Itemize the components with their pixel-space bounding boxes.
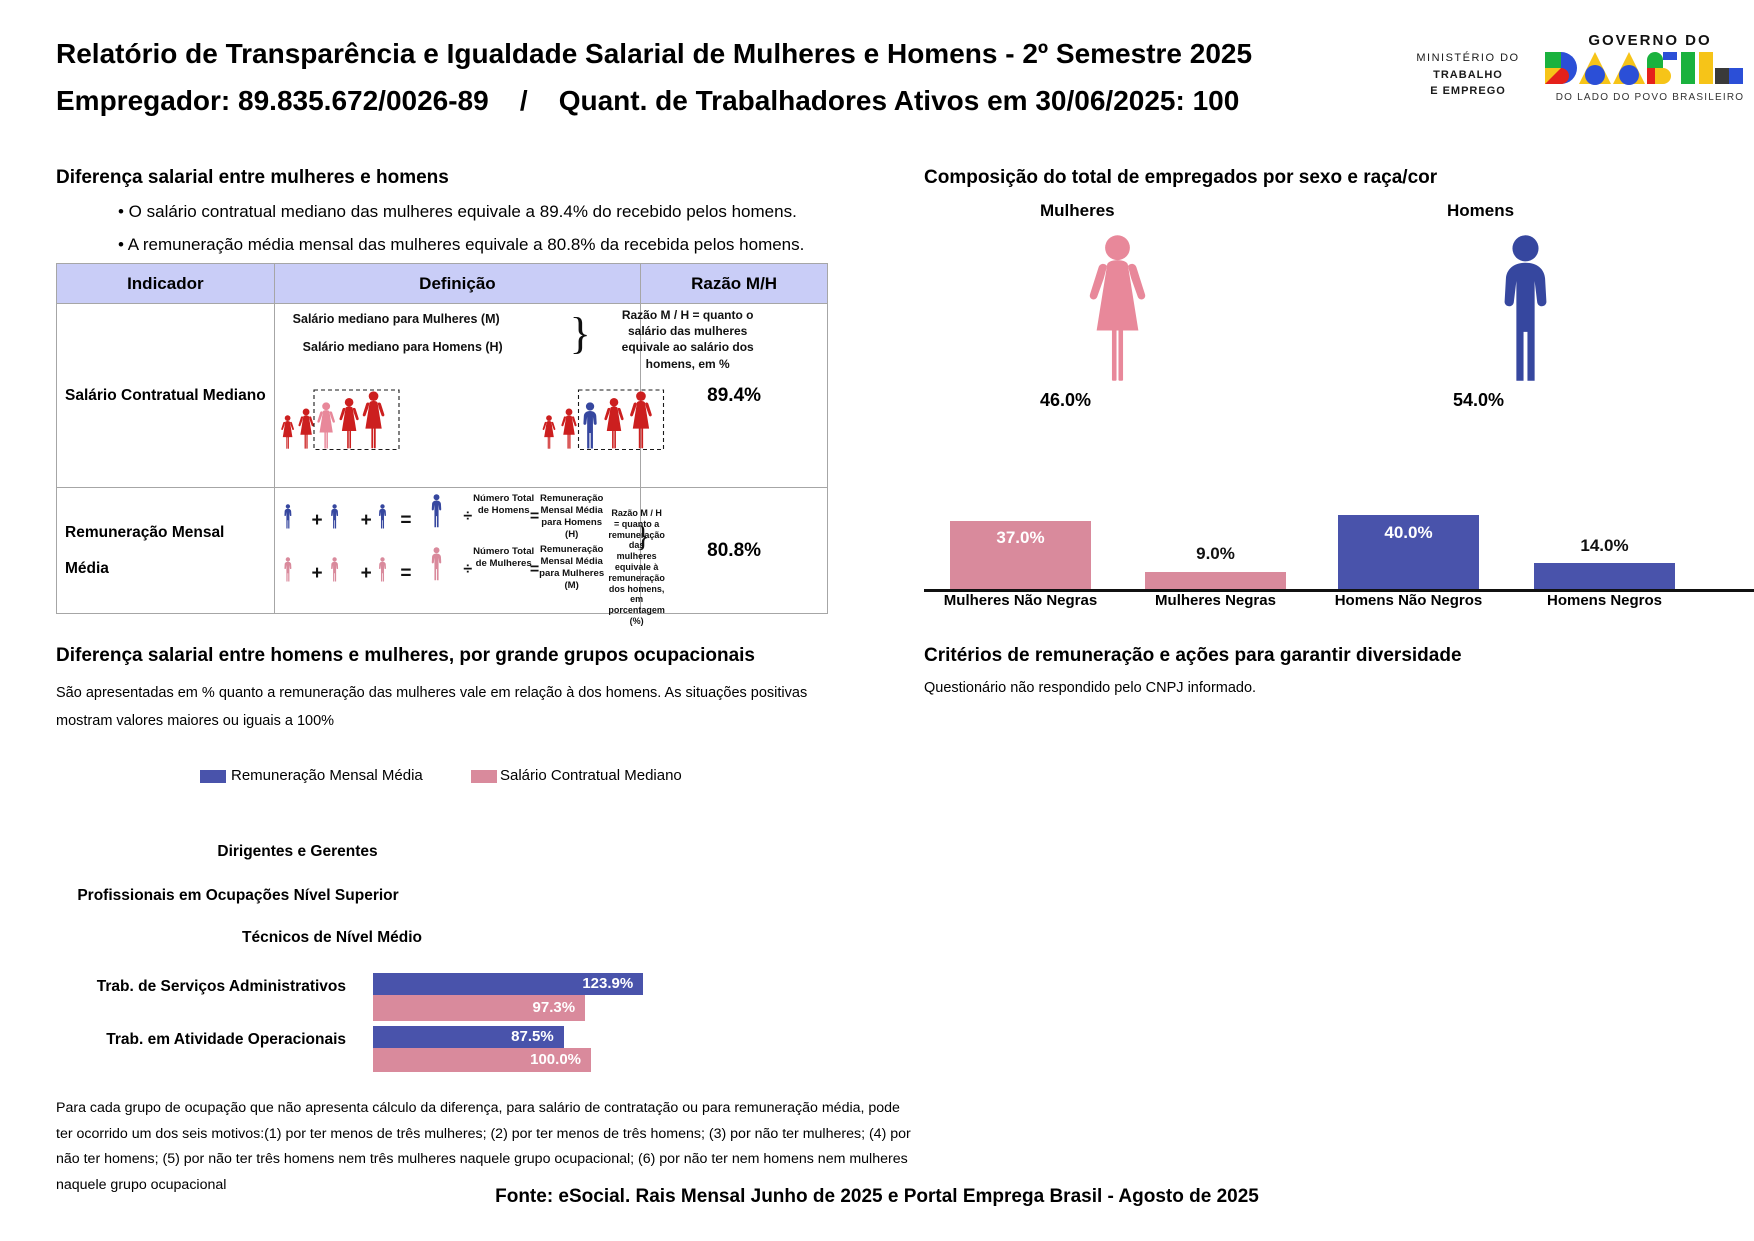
- svg-text:=: =: [400, 510, 411, 531]
- svg-text:+: +: [311, 563, 322, 584]
- svg-text:=: =: [400, 563, 411, 584]
- svg-text:GOVERNO DO: GOVERNO DO: [1588, 32, 1711, 49]
- svg-text:+: +: [311, 510, 322, 531]
- svg-text:DO LADO DO POVO BRASILEIRO: DO LADO DO POVO BRASILEIRO: [1556, 92, 1744, 103]
- svg-text:+: +: [360, 563, 371, 584]
- svg-text:+: +: [360, 510, 371, 531]
